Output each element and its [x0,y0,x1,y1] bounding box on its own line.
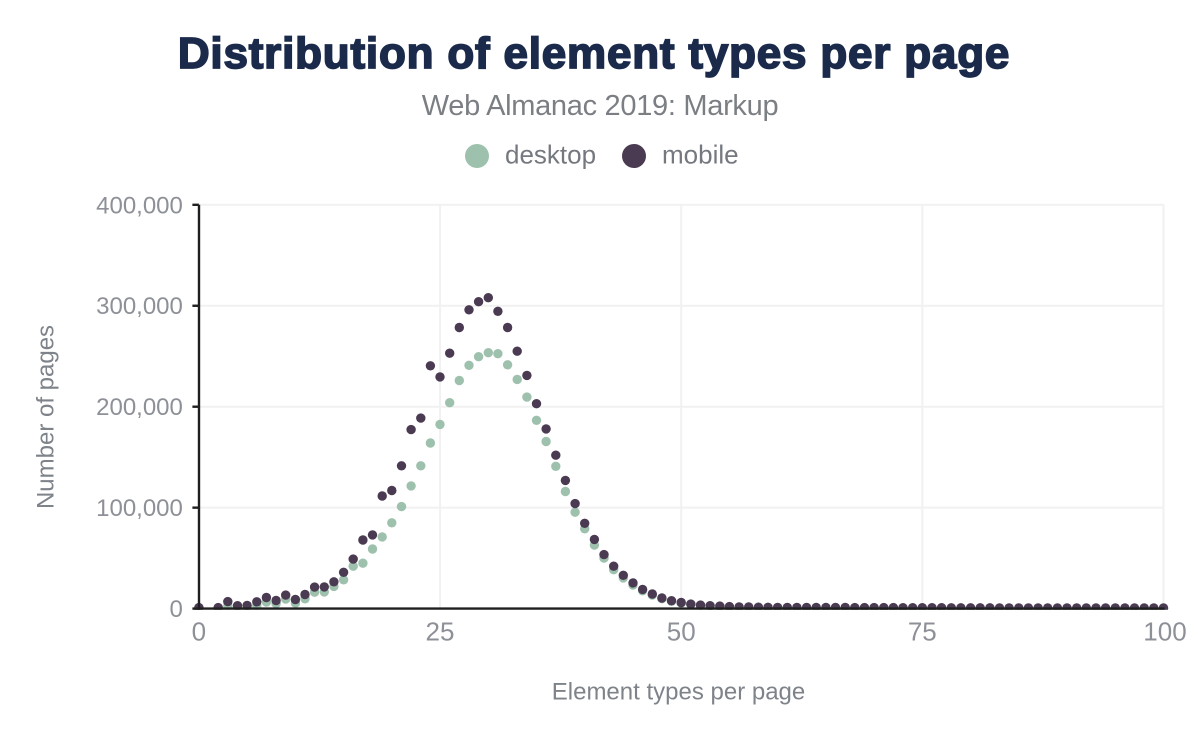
svg-text:200,000: 200,000 [96,394,183,421]
svg-text:400,000: 400,000 [96,192,183,219]
svg-text:desktop: desktop [505,140,596,170]
svg-text:100: 100 [1143,617,1186,647]
svg-text:Number of pages: Number of pages [33,325,60,509]
svg-text:Element types per page: Element types per page [552,679,806,706]
svg-text:0: 0 [192,617,206,647]
svg-text:50: 50 [667,617,696,647]
svg-text:75: 75 [908,617,937,647]
svg-text:Web Almanac 2019: Markup: Web Almanac 2019: Markup [422,90,779,122]
svg-text:300,000: 300,000 [96,293,183,320]
svg-text:25: 25 [426,617,455,647]
svg-text:Distribution of element types: Distribution of element types per page [178,29,1010,78]
svg-text:100,000: 100,000 [96,495,183,522]
svg-text:0: 0 [170,596,183,623]
svg-text:mobile: mobile [662,140,739,170]
